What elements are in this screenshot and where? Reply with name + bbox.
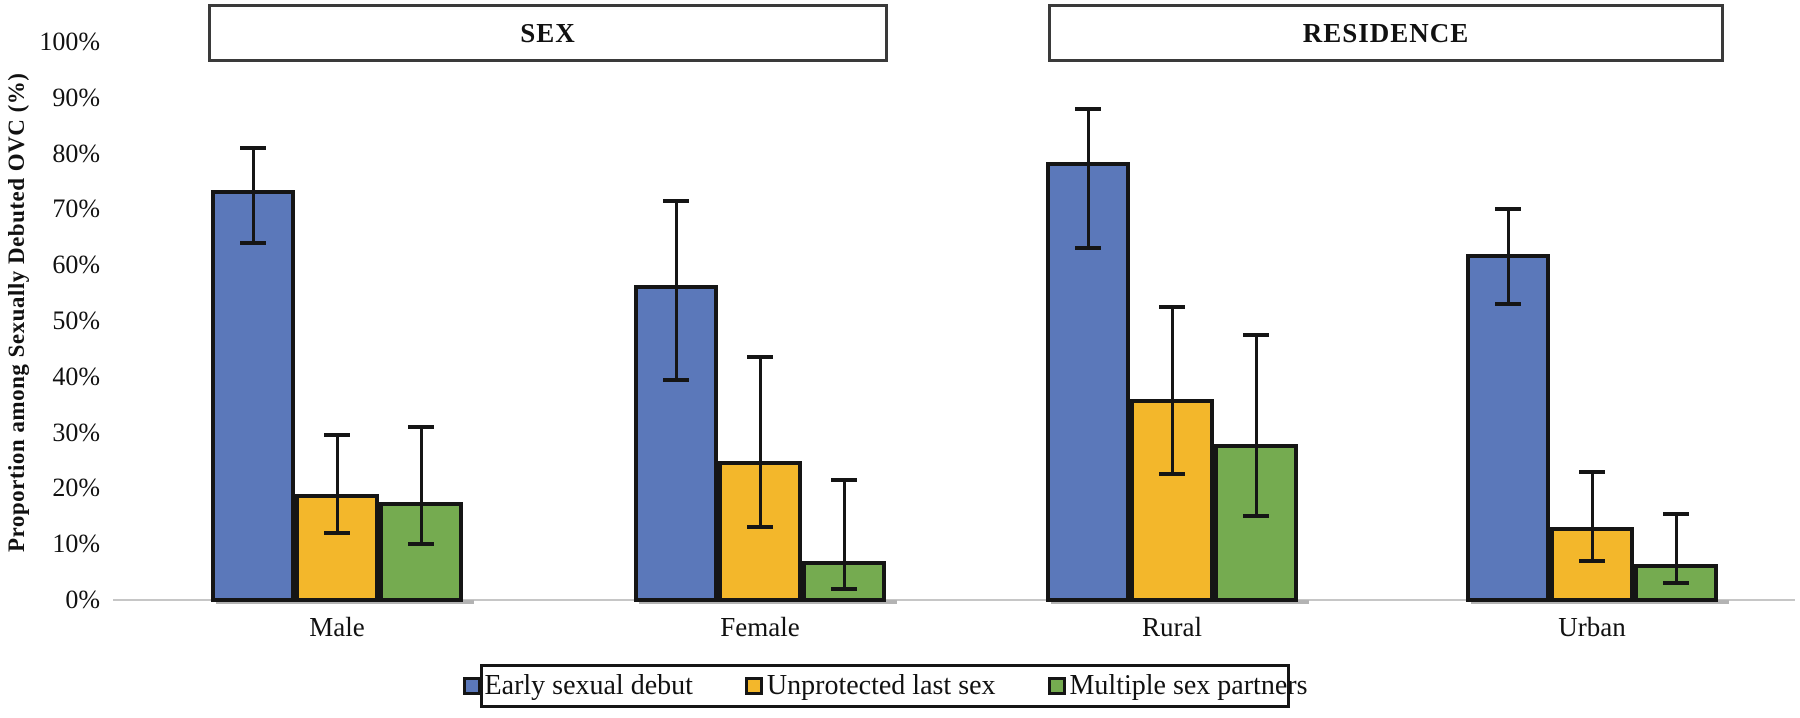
error-bar-line <box>674 201 678 380</box>
y-tick-label: 70% <box>52 194 100 224</box>
error-bar-line <box>1086 108 1090 249</box>
legend-label: Multiple sex partners <box>1069 670 1308 701</box>
y-tick-label: 30% <box>52 417 100 447</box>
error-bar-cap <box>831 478 857 483</box>
error-bar-line <box>842 480 846 589</box>
category-label-urban: Urban <box>1558 612 1626 642</box>
y-tick-label: 10% <box>52 529 100 559</box>
error-bar-cap <box>1243 514 1269 519</box>
section-header-residence-label: RESIDENCE <box>1302 17 1470 48</box>
error-bar-cap <box>324 531 350 536</box>
error-bar-cap <box>408 542 434 547</box>
error-bar-cap <box>1579 558 1605 563</box>
error-bar-line <box>1590 471 1594 561</box>
y-tick-label: 80% <box>52 138 100 168</box>
legend-marker-icon <box>1047 677 1066 695</box>
legend-item-0: Early sexual debut <box>462 670 693 702</box>
section-header-sex: SEX <box>208 4 888 62</box>
y-tick-label: 100% <box>39 27 100 56</box>
error-bar-cap <box>240 146 266 151</box>
y-tick-label: 90% <box>52 82 100 112</box>
error-bar-cap <box>1495 207 1521 212</box>
legend-marker-icon <box>462 677 481 695</box>
error-bar-cap <box>1075 246 1101 251</box>
error-bar-line <box>1506 209 1510 305</box>
error-bar-line <box>419 427 423 545</box>
error-bar-cap <box>408 425 434 430</box>
y-tick-label: 60% <box>52 250 100 280</box>
error-bar-cap <box>240 240 266 245</box>
error-bar-cap <box>831 586 857 591</box>
legend-label: Unprotected last sex <box>766 670 996 701</box>
legend-label: Early sexual debut <box>484 670 693 701</box>
error-bar-line <box>251 148 255 243</box>
error-bar-cap <box>1243 332 1269 337</box>
category-label-rural: Rural <box>1142 612 1202 642</box>
error-bar-cap <box>747 525 773 530</box>
x-axis-baseline <box>113 599 1795 601</box>
bar-group-shadow <box>639 600 897 604</box>
legend-item-2: Multiple sex partners <box>1047 670 1308 702</box>
error-bar-line <box>335 435 339 534</box>
error-bar-cap <box>1075 106 1101 111</box>
error-bar-cap <box>1159 472 1185 477</box>
error-bar-cap <box>324 433 350 438</box>
category-label-female: Female <box>720 612 800 642</box>
error-bar-line <box>1254 334 1258 517</box>
section-header-sex-label: SEX <box>520 17 576 48</box>
y-tick-label: 50% <box>52 306 100 335</box>
y-tick-label: 20% <box>52 473 100 503</box>
error-bar-line <box>758 357 762 528</box>
section-header-residence: RESIDENCE <box>1048 4 1724 62</box>
legend-marker-icon <box>744 677 763 695</box>
bar-group-shadow <box>1471 600 1729 604</box>
bar-male-0 <box>211 189 295 602</box>
category-label-male: Male <box>309 612 365 642</box>
error-bar-cap <box>747 355 773 360</box>
error-bar-cap <box>663 199 689 204</box>
bar-rural-0 <box>1046 161 1130 602</box>
legend: Early sexual debut Unprotected last sex Mu… <box>462 664 1307 708</box>
error-bar-line <box>1674 513 1678 584</box>
error-bar-cap <box>1663 581 1689 586</box>
legend-item-1: Unprotected last sex <box>744 670 996 702</box>
error-bar-cap <box>1159 305 1185 310</box>
bar-group-shadow <box>216 600 474 604</box>
error-bar-line <box>1170 307 1174 475</box>
y-tick-label: 40% <box>52 361 100 391</box>
error-bar-cap <box>1579 469 1605 474</box>
y-tick-label: 0% <box>65 585 100 614</box>
bar-group-shadow <box>1051 600 1309 604</box>
bar-urban-0 <box>1466 254 1550 602</box>
error-bar-cap <box>663 377 689 382</box>
error-bar-cap <box>1663 511 1689 516</box>
error-bar-cap <box>1495 302 1521 307</box>
